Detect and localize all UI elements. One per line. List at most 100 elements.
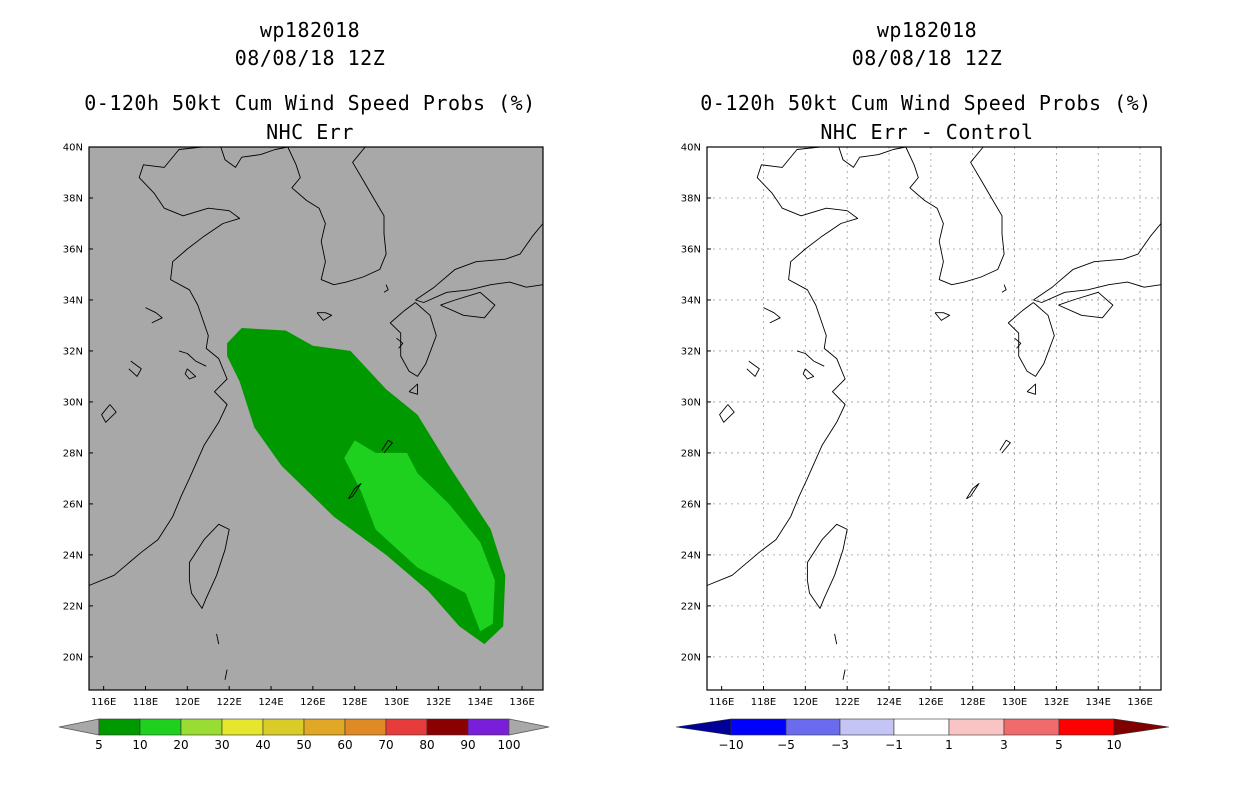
colorbar-swatch: [893, 718, 950, 736]
left-x-ticks: 116E 118E 120E 122E 124E 126E 128E 130E 132E 134E…: [91, 686, 535, 708]
colorbar-high-end: [508, 718, 550, 736]
y-tick-label: 28N: [681, 448, 701, 459]
right-x-ticks: 116E 118E 120E 122E 124E 126E 128E 130E 132E 134E…: [709, 686, 1153, 708]
x-tick-label: 120E: [793, 697, 818, 708]
colorbar-label: 100: [498, 738, 521, 752]
x-tick-label: 136E: [1127, 697, 1152, 708]
colorbar-low-end: [58, 718, 100, 736]
colorbar-swatch: [467, 718, 510, 736]
x-tick-label: 130E: [384, 697, 409, 708]
x-tick-label: 118E: [751, 697, 776, 708]
coastline: [838, 146, 906, 168]
colorbar-label: −1: [885, 738, 903, 752]
coastline: [1033, 223, 1162, 301]
y-tick-label: 20N: [681, 652, 701, 663]
colorbar-swatch: [98, 718, 141, 736]
colorbar-label: 3: [1000, 738, 1008, 752]
x-tick-label: 128E: [960, 697, 985, 708]
colorbar-label: 60: [337, 738, 352, 752]
y-tick-label: 26N: [681, 499, 701, 510]
x-tick-label: 122E: [834, 697, 859, 708]
coastline: [905, 146, 1005, 286]
colorbar-label: −5: [777, 738, 795, 752]
coastline: [383, 284, 389, 293]
colorbar-label: 5: [95, 738, 103, 752]
coastline: [178, 350, 207, 367]
coastline: [1033, 281, 1162, 303]
coastline: [348, 483, 362, 500]
colorbar-swatch: [303, 718, 346, 736]
colorbar-label: 90: [460, 738, 475, 752]
colorbar-swatch: [785, 718, 841, 736]
right-map-frame: [706, 146, 1162, 691]
right-map: 116E 118E 120E 122E 124E 126E 128E 130E 132E 134E…: [681, 143, 1162, 708]
right-y-ticks: 20N 22N 24N 26N 28N 30N 32N 34N 36N 38N 40N: [681, 143, 711, 663]
right-subtitle: 08/08/18 12Z: [851, 46, 1003, 70]
colorbar-label: 5: [1055, 738, 1063, 752]
coastline: [220, 146, 288, 168]
y-tick-label: 24N: [681, 550, 701, 561]
y-tick-label: 38N: [63, 193, 83, 204]
colorbar-swatch: [1058, 718, 1115, 736]
colorbar-swatch: [180, 718, 223, 736]
colorbar-swatch: [839, 718, 895, 736]
left-y-ticks: 20N 22N 24N 26N 28N 30N 32N 34N 36N 38N 40N: [63, 143, 93, 663]
right-coastlines: [706, 146, 1162, 680]
left-colorbar: 5 10 20 30 40 50 60 70 80 90 100: [58, 718, 550, 752]
colorbar-label: 20: [173, 738, 188, 752]
coastline: [763, 307, 781, 324]
right-panel-label: NHC Err - Control: [820, 120, 1034, 144]
left-title: wp182018: [259, 18, 361, 42]
left-coastlines: [88, 146, 544, 680]
coastline: [934, 312, 951, 321]
coastline: [188, 523, 230, 609]
y-tick-label: 22N: [63, 601, 83, 612]
colorbar-label: −3: [831, 738, 849, 752]
colorbar-label: 80: [419, 738, 434, 752]
colorbar-low-end: [675, 718, 732, 736]
y-tick-label: 34N: [63, 295, 83, 306]
coastline: [224, 669, 228, 680]
coastline: [184, 368, 197, 380]
colorbar-label: −10: [718, 738, 743, 752]
left-panel-label: NHC Err: [266, 120, 354, 144]
coastline: [1026, 383, 1036, 395]
colorbar-label: 1: [945, 738, 953, 752]
coastline: [802, 368, 815, 380]
right-map-background: [707, 147, 1161, 690]
coastline: [1014, 337, 1022, 349]
coastline: [796, 350, 825, 367]
x-tick-label: 132E: [1044, 697, 1069, 708]
coastline: [999, 439, 1011, 454]
x-tick-label: 132E: [426, 697, 451, 708]
left-map-frame: [88, 146, 544, 691]
y-tick-label: 26N: [63, 499, 83, 510]
coastline: [966, 483, 980, 500]
coastline: [316, 312, 333, 321]
coastline: [381, 439, 393, 454]
coastline: [1007, 302, 1055, 377]
y-tick-label: 36N: [681, 244, 701, 255]
x-tick-label: 116E: [91, 697, 116, 708]
y-tick-label: 22N: [681, 601, 701, 612]
colorbar-swatch: [344, 718, 387, 736]
colorbar-label: 40: [255, 738, 270, 752]
colorbar-label: 10: [132, 738, 147, 752]
right-product-title: 0-120h 50kt Cum Wind Speed Probs (%): [700, 91, 1152, 115]
right-colorbar: −10 −5 −3 −1 1 3 5 10: [675, 718, 1170, 752]
colorbar-label: 30: [214, 738, 229, 752]
y-tick-label: 32N: [63, 346, 83, 357]
right-title: wp182018: [876, 18, 978, 42]
x-tick-label: 130E: [1002, 697, 1027, 708]
left-probability-shading: [227, 328, 506, 645]
coastline: [101, 404, 117, 423]
x-tick-label: 122E: [216, 697, 241, 708]
y-tick-label: 38N: [681, 193, 701, 204]
y-tick-label: 34N: [681, 295, 701, 306]
y-tick-label: 36N: [63, 244, 83, 255]
x-tick-label: 124E: [876, 697, 901, 708]
colorbar-swatch: [262, 718, 305, 736]
coastline: [415, 223, 544, 301]
colorbar-swatch: [426, 718, 469, 736]
